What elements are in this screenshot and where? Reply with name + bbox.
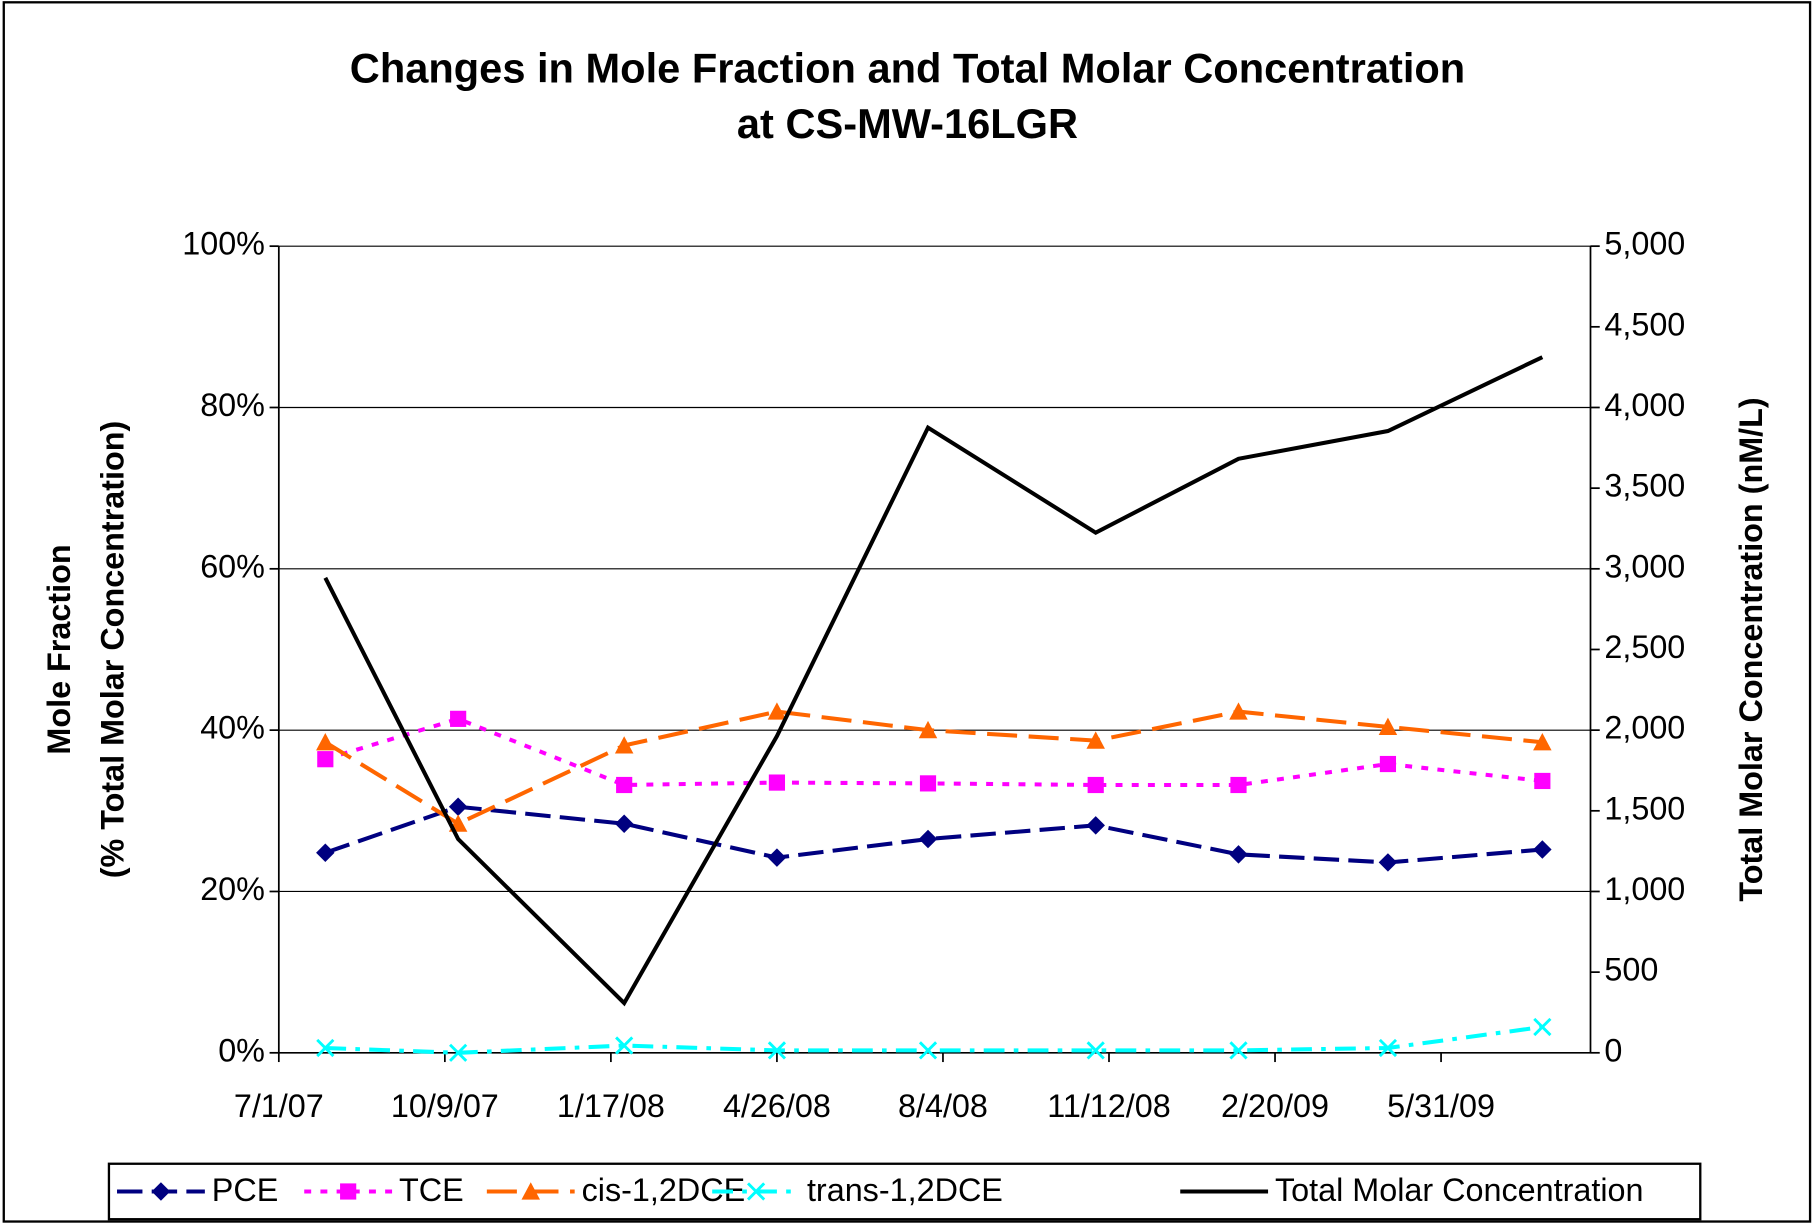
legend-marker bbox=[521, 1182, 540, 1200]
marker bbox=[450, 710, 467, 727]
y-tick-label: 100% bbox=[182, 226, 265, 262]
x-tick-label: 1/17/08 bbox=[557, 1088, 665, 1124]
y-tick-label: 40% bbox=[200, 710, 265, 746]
marker bbox=[1086, 731, 1105, 749]
marker bbox=[1378, 1038, 1398, 1058]
marker bbox=[1086, 816, 1105, 835]
y-tick-label: 80% bbox=[200, 387, 265, 423]
legend-label: trans-1,2DCE bbox=[807, 1172, 1003, 1208]
marker bbox=[1533, 733, 1552, 751]
legend-marker bbox=[151, 1182, 171, 1201]
y2-tick-label: 2,500 bbox=[1604, 629, 1685, 665]
marker bbox=[1533, 1017, 1552, 1037]
marker bbox=[1086, 1041, 1105, 1060]
marker bbox=[1379, 755, 1397, 773]
marker bbox=[448, 797, 468, 817]
marker bbox=[316, 843, 335, 863]
legend-marker bbox=[746, 1182, 766, 1201]
x-tick-label: 11/12/08 bbox=[1047, 1088, 1171, 1124]
marker bbox=[768, 774, 786, 791]
marker bbox=[919, 775, 937, 792]
marker bbox=[1378, 717, 1398, 736]
marker bbox=[1534, 772, 1551, 790]
y-tick-label: 20% bbox=[200, 871, 265, 907]
marker bbox=[918, 720, 938, 739]
y-axis-label: (% Total Molar Concentration) bbox=[94, 421, 130, 879]
marker bbox=[614, 736, 634, 754]
marker bbox=[316, 733, 335, 751]
y2-tick-label: 1,500 bbox=[1604, 790, 1685, 826]
marker bbox=[918, 829, 938, 849]
chart-title: Changes in Mole Fraction and Total Molar… bbox=[350, 45, 1465, 92]
marker bbox=[615, 1036, 634, 1055]
legend-label: TCE bbox=[399, 1172, 464, 1208]
series-line bbox=[323, 355, 1544, 1007]
x-tick-label: 4/26/08 bbox=[723, 1088, 831, 1124]
y2-tick-label: 4,500 bbox=[1604, 306, 1685, 342]
marker bbox=[449, 1043, 468, 1062]
x-tick-label: 10/9/07 bbox=[391, 1088, 499, 1124]
marker bbox=[1229, 702, 1248, 720]
marker bbox=[317, 751, 334, 768]
marker bbox=[1229, 1041, 1248, 1060]
marker bbox=[616, 776, 633, 794]
y2-axis-label: Total Molar Concentration (nM/L) bbox=[1733, 397, 1769, 901]
y2-tick-label: 5,000 bbox=[1604, 226, 1685, 262]
y2-tick-label: 3,000 bbox=[1604, 548, 1685, 584]
marker bbox=[316, 1038, 335, 1058]
marker bbox=[1229, 845, 1248, 864]
legend-label: PCE bbox=[212, 1172, 279, 1208]
y2-tick-label: 2,000 bbox=[1604, 710, 1685, 746]
legend-marker bbox=[340, 1183, 357, 1200]
y-tick-label: 0% bbox=[218, 1032, 265, 1068]
y2-tick-label: 4,000 bbox=[1604, 387, 1685, 423]
legend-label: Total Molar Concentration bbox=[1275, 1172, 1644, 1208]
series-line bbox=[324, 804, 1543, 865]
chart-title: at CS-MW-16LGR bbox=[737, 100, 1078, 147]
x-tick-label: 8/4/08 bbox=[898, 1088, 988, 1124]
marker bbox=[918, 1041, 938, 1060]
y-axis-label: Mole Fraction bbox=[41, 544, 77, 754]
y2-tick-label: 0 bbox=[1604, 1032, 1622, 1068]
marker bbox=[1378, 853, 1398, 872]
y2-tick-label: 1,000 bbox=[1604, 871, 1685, 907]
y2-tick-label: 500 bbox=[1604, 952, 1658, 988]
marker bbox=[1533, 840, 1552, 859]
marker bbox=[767, 1041, 787, 1060]
x-tick-label: 2/20/09 bbox=[1221, 1088, 1329, 1124]
marker bbox=[767, 702, 787, 720]
marker bbox=[614, 814, 634, 833]
x-tick-label: 5/31/09 bbox=[1387, 1088, 1495, 1124]
y2-tick-label: 3,500 bbox=[1604, 468, 1685, 504]
marker bbox=[1230, 776, 1247, 794]
y-tick-label: 60% bbox=[200, 548, 265, 584]
x-tick-label: 7/1/07 bbox=[234, 1088, 324, 1124]
marker bbox=[1087, 776, 1104, 794]
